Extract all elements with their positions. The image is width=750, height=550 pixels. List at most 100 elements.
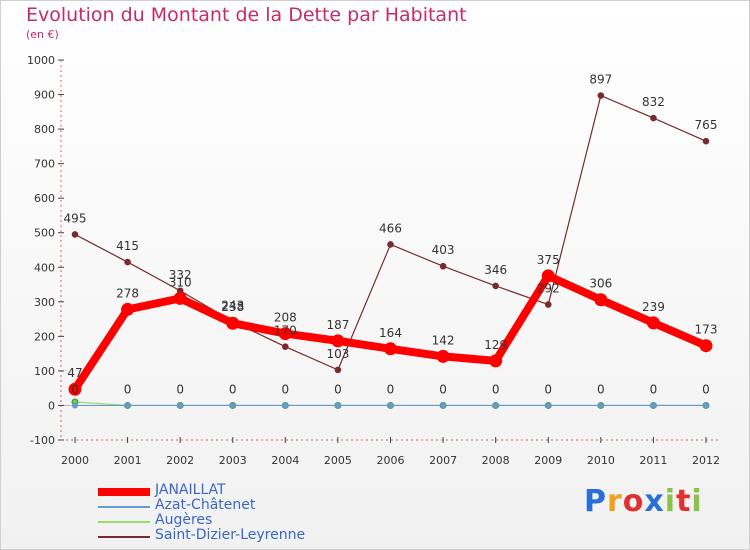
data-label-janaillat: 239 — [642, 300, 665, 314]
data-label-janaillat: 142 — [432, 333, 455, 347]
y-tick-label: 100 — [34, 365, 55, 378]
logo-letter: o — [622, 484, 645, 519]
x-tick-label: 2001 — [114, 454, 142, 467]
point-labels: 47 278 310 238 208 187 164 142 129 375 306 239 173 0 0… — [64, 73, 718, 397]
data-label-azat-chatenet: 0 — [492, 382, 500, 396]
data-point-azat-chatenet — [229, 402, 236, 409]
data-point-azat-chatenet — [282, 402, 289, 409]
legend-label-augeres: Augères — [155, 512, 213, 528]
legend-item-augeres: Augères — [98, 512, 358, 529]
data-point-janaillat — [278, 327, 292, 341]
legend: JANAILLAT Azat-Châtenet Augères Saint-Di… — [98, 482, 358, 544]
data-label-saint-dizier-leyrenne: 292 — [537, 282, 560, 296]
data-label-janaillat: 238 — [221, 300, 244, 314]
data-point-janaillat — [331, 334, 345, 348]
data-label-azat-chatenet: 0 — [282, 382, 290, 396]
data-point-janaillat — [646, 316, 660, 330]
data-label-azat-chatenet: 0 — [650, 382, 658, 396]
data-label-janaillat: 187 — [326, 318, 349, 332]
chart-subtitle: (en €) — [26, 28, 59, 41]
data-label-azat-chatenet: 0 — [229, 382, 237, 396]
series-lines — [68, 92, 713, 409]
legend-swatch-saint-dizier-leyrenne — [98, 535, 150, 538]
data-label-azat-chatenet: 0 — [124, 382, 132, 396]
data-point-saint-dizier-leyrenne — [650, 114, 657, 122]
data-label-saint-dizier-leyrenne: 466 — [379, 221, 402, 235]
x-tick-label: 2007 — [429, 454, 457, 467]
x-tick-label: 2005 — [324, 454, 352, 467]
x-tick-label: 2011 — [639, 454, 667, 467]
data-label-azat-chatenet: 0 — [176, 382, 184, 396]
data-label-janaillat: 173 — [695, 323, 718, 337]
data-point-azat-chatenet — [387, 402, 394, 409]
data-point-janaillat — [384, 342, 397, 356]
data-label-azat-chatenet: 0 — [702, 382, 710, 396]
x-tick-label: 2004 — [271, 454, 299, 467]
data-point-azat-chatenet — [597, 402, 604, 409]
data-point-azat-chatenet — [440, 402, 447, 409]
data-point-janaillat — [699, 339, 713, 353]
data-point-azat-chatenet — [492, 402, 499, 409]
logo-letter: r — [607, 484, 623, 519]
logo-letter: P — [584, 484, 607, 519]
data-point-janaillat — [489, 354, 503, 368]
y-tick-label: 300 — [34, 296, 55, 309]
y-tick-label: 1000 — [27, 54, 55, 67]
data-label-saint-dizier-leyrenne: 765 — [695, 118, 718, 132]
chart-title: Evolution du Montant de la Dette par Hab… — [26, 4, 467, 26]
data-label-azat-chatenet: 0 — [439, 382, 447, 396]
logo-letter: x — [644, 484, 665, 519]
data-label-janaillat: 129 — [484, 338, 507, 352]
y-tick-label: 800 — [34, 123, 55, 136]
logo-letter: i — [664, 484, 677, 519]
data-label-saint-dizier-leyrenne: 495 — [64, 211, 87, 225]
y-tick-label: 900 — [34, 89, 55, 102]
data-point-azat-chatenet — [545, 402, 552, 409]
data-point-saint-dizier-leyrenne — [387, 241, 394, 248]
data-label-saint-dizier-leyrenne: 170 — [274, 324, 297, 338]
data-point-saint-dizier-leyrenne — [544, 301, 552, 308]
x-tick-label: 2008 — [482, 454, 510, 467]
legend-label-azat-chatenet: Azat-Châtenet — [155, 497, 256, 513]
data-label-saint-dizier-leyrenne: 897 — [589, 73, 612, 87]
legend-item-saint-dizier-leyrenne: Saint-Dizier-Leyrenne — [98, 527, 358, 544]
data-point-saint-dizier-leyrenne — [334, 366, 342, 374]
y-tick-label: 200 — [34, 330, 55, 343]
data-point-saint-dizier-leyrenne — [702, 137, 710, 145]
data-label-janaillat: 278 — [116, 286, 139, 300]
y-tick-label: 600 — [34, 192, 55, 205]
y-tick-label: 0 — [48, 399, 55, 412]
data-point-janaillat — [68, 382, 82, 396]
legend-swatch-janaillat — [98, 487, 150, 496]
legend-label-saint-dizier-leyrenne: Saint-Dizier-Leyrenne — [155, 527, 306, 543]
x-tick-label: 2002 — [166, 454, 194, 467]
legend-label-janaillat: JANAILLAT — [155, 482, 226, 498]
y-tick-label: 500 — [34, 227, 55, 240]
data-label-saint-dizier-leyrenne: 103 — [326, 347, 349, 361]
data-label-janaillat: 47 — [67, 366, 82, 380]
data-label-azat-chatenet: 0 — [334, 382, 342, 396]
data-label-saint-dizier-leyrenne: 403 — [432, 243, 455, 257]
legend-item-azat-chatenet: Azat-Châtenet — [98, 497, 358, 514]
x-tick-label: 2010 — [587, 454, 615, 467]
data-point-janaillat — [594, 293, 608, 307]
data-point-janaillat — [121, 302, 135, 316]
data-label-saint-dizier-leyrenne: 415 — [116, 239, 139, 253]
data-label-azat-chatenet: 0 — [544, 382, 552, 396]
axes: -100 0 100 2003 0 0 400 500 600 700 800 900 1000 200 0… — [27, 54, 720, 467]
data-point-janaillat — [226, 316, 240, 330]
logo-letter: i — [691, 484, 703, 519]
y-tick-label: 700 — [34, 158, 55, 171]
data-label-saint-dizier-leyrenne: 346 — [484, 263, 507, 277]
y-tick-label: -100 — [30, 434, 55, 447]
data-label-azat-chatenet: 0 — [387, 382, 395, 396]
data-point-janaillat — [436, 349, 450, 363]
x-tick-label: 2003 — [219, 454, 247, 467]
data-point-saint-dizier-leyrenne — [492, 282, 499, 290]
y-tick-label: 400 — [34, 261, 55, 274]
x-tick-label: 2006 — [377, 454, 405, 467]
x-tick-label: 2009 — [534, 454, 562, 467]
data-label-janaillat: 164 — [379, 326, 402, 340]
